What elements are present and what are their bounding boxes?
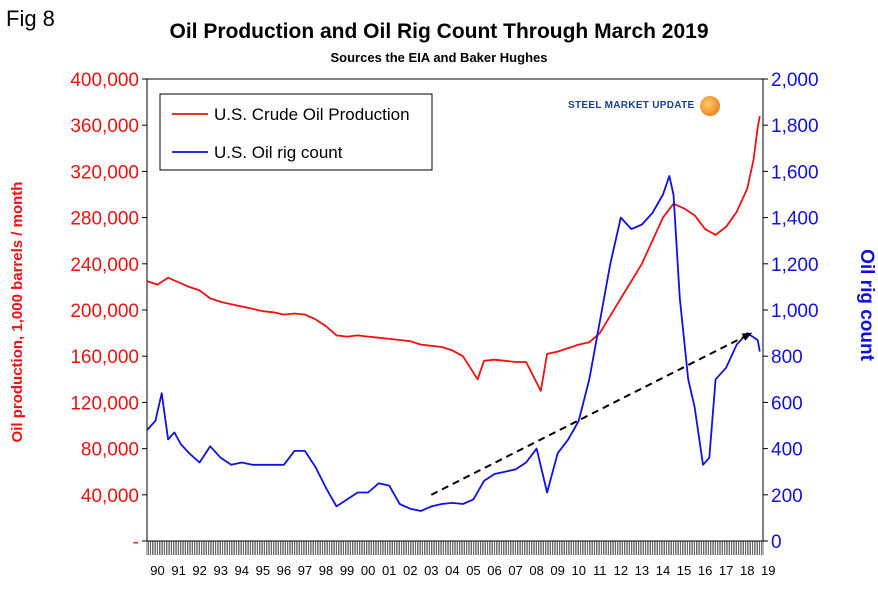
x-tick-label: 19 [761, 563, 775, 578]
x-tick-label: 93 [213, 563, 227, 578]
x-tick-label: 08 [529, 563, 543, 578]
right-tick-label: 800 [771, 347, 803, 368]
x-tick-label: 16 [698, 563, 712, 578]
left-tick-label: 160,000 [70, 347, 139, 368]
x-tick-label: 04 [445, 563, 459, 578]
x-tick-label: 00 [361, 563, 375, 578]
right-tick-label: 200 [771, 486, 803, 507]
x-tick-label: 03 [424, 563, 438, 578]
chart-title: Oil Production and Oil Rig Count Through… [169, 20, 709, 43]
x-axis: 90 91 92 93 94 95 96 97 98 99 00 01 02 03 04 05 06 07 08 09… [146, 541, 775, 578]
left-tick-label: 120,000 [70, 393, 139, 414]
legend-box [159, 93, 433, 171]
right-tick-label: 1,800 [771, 116, 819, 137]
legend-label: U.S. Oil rig count [214, 143, 343, 162]
x-tick-label: 90 [150, 563, 164, 578]
right-tick-label: 1,200 [771, 255, 819, 276]
chart-subtitle: Sources the EIA and Baker Hughes [330, 50, 548, 65]
left-tick-label: 320,000 [70, 162, 139, 183]
series-layer [146, 115, 761, 512]
legend-label: U.S. Crude Oil Production [214, 105, 410, 124]
x-tick-label: 11 [593, 563, 607, 578]
x-tick-label: 96 [277, 563, 291, 578]
steel-market-update-logo: STEEL MARKET UPDATE [568, 96, 720, 126]
x-tick-label: 99 [340, 563, 354, 578]
right-axis-label: Oil rig count [856, 249, 877, 362]
left-tick-label: 200,000 [70, 301, 139, 322]
x-tick-label: 91 [171, 563, 185, 578]
left-tick-label: 280,000 [70, 209, 139, 230]
x-tick-label: 14 [656, 563, 670, 578]
right-tick-label: 0 [771, 532, 782, 553]
logo-text: STEEL MARKET UPDATE [568, 100, 695, 111]
x-tick-label: 17 [719, 563, 733, 578]
left-tick-label: 240,000 [70, 255, 139, 276]
right-tick-label: 1,000 [771, 301, 819, 322]
x-tick-label: 15 [677, 563, 691, 578]
left-tick-label: - [133, 532, 139, 553]
x-tick-label: 01 [382, 563, 396, 578]
x-tick-label: 02 [403, 563, 417, 578]
left-axis-label: Oil production, 1,000 barrels / month [9, 182, 26, 443]
x-tick-label: 10 [571, 563, 585, 578]
right-tick-label: 400 [771, 440, 803, 461]
x-tick-label: 13 [635, 563, 649, 578]
figure-label: Fig 8 [6, 6, 55, 31]
x-tick-label: 06 [487, 563, 501, 578]
x-tick-label: 12 [614, 563, 628, 578]
x-tick-label: 97 [298, 563, 312, 578]
left-tick-label: 360,000 [70, 116, 139, 137]
x-tick-label: 95 [256, 563, 270, 578]
right-tick-label: 1,400 [771, 209, 819, 230]
left-tick-label: 400,000 [70, 70, 139, 91]
left-y-axis: - 40,000 80,000 120,000 160,000 200,000 240,00… [70, 70, 147, 553]
rig-count-series-line [146, 175, 761, 512]
x-tick-label: 92 [192, 563, 206, 578]
right-tick-label: 2,000 [771, 70, 819, 91]
left-tick-label: 80,000 [81, 440, 139, 461]
legend: U.S. Crude Oil Production U.S. Oil rig co… [159, 93, 433, 171]
right-y-axis: 0 200 400 600 800 1,000 1,200 1,400 1,600 1,800 2,… [763, 70, 819, 553]
left-tick-label: 40,000 [81, 486, 139, 507]
right-tick-label: 600 [771, 393, 803, 414]
x-tick-label: 07 [508, 563, 522, 578]
x-tick-label: 94 [235, 563, 249, 578]
right-tick-label: 1,600 [771, 162, 819, 183]
logo-flame-icon [700, 96, 720, 116]
x-tick-label: 98 [319, 563, 333, 578]
x-tick-label: 05 [466, 563, 480, 578]
x-tick-label: 09 [550, 563, 564, 578]
x-tick-label: 18 [740, 563, 754, 578]
